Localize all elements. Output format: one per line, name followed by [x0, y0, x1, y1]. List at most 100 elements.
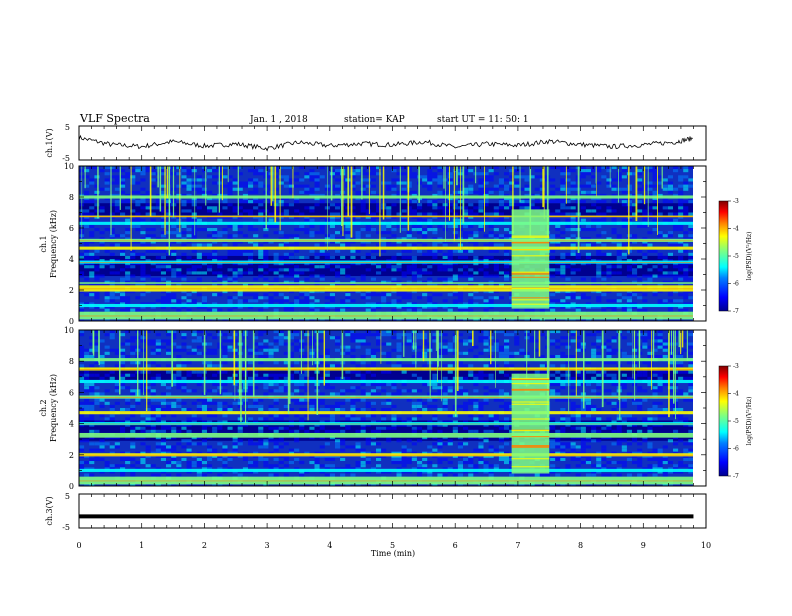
spectrogram-cell	[632, 268, 637, 271]
spectrogram-sferic	[164, 166, 165, 235]
spectrogram-cell	[560, 383, 565, 386]
spectrogram-sferic	[228, 166, 229, 182]
spectrogram-cell	[330, 299, 335, 302]
spectrogram-cell	[228, 234, 233, 237]
spectrogram-cell	[345, 234, 350, 237]
spectrogram-cell	[309, 336, 314, 339]
spectrogram-cell	[151, 399, 156, 402]
spectrogram-cell	[678, 185, 683, 188]
spectrogram-cell	[468, 402, 473, 405]
spectrogram-cell	[565, 219, 570, 222]
spectrogram-cell	[166, 392, 171, 395]
spectrogram-cell	[412, 278, 417, 281]
spectrogram-cell	[642, 374, 647, 377]
spectrogram-cell	[673, 275, 678, 278]
spectrogram-sferic	[97, 166, 99, 219]
spectrogram-cell	[258, 268, 263, 271]
spectrogram-cell	[325, 355, 330, 358]
spectrogram-cell	[253, 169, 258, 172]
spectrogram-cell	[448, 389, 453, 392]
spectrogram-cell	[427, 271, 432, 274]
spectrogram-cell	[294, 346, 299, 349]
spectrogram-cell	[371, 392, 376, 395]
spectrogram-cell	[499, 352, 504, 355]
spectrogram-cell	[269, 408, 274, 411]
spectrogram-cell	[504, 250, 509, 253]
spectrogram-cell	[463, 402, 468, 405]
spectrogram-cell	[89, 200, 94, 203]
spectrogram-cell	[294, 371, 299, 374]
spectrogram-cell	[130, 352, 135, 355]
spectrogram-cell	[140, 169, 145, 172]
spectrogram-cell	[468, 213, 473, 216]
spectrogram-cell	[468, 185, 473, 188]
spectrogram-cell	[632, 271, 637, 274]
spectrogram-cell	[248, 268, 253, 271]
spectrogram-cell	[468, 364, 473, 367]
spectrogram-cell	[320, 427, 325, 430]
spectrogram-cell	[642, 253, 647, 256]
spectrogram-cell	[535, 169, 540, 172]
spectrogram-cell	[412, 417, 417, 420]
spectrogram-cell	[688, 296, 693, 299]
spectrogram-cell	[263, 271, 268, 274]
spectrogram-cell	[581, 414, 586, 417]
spectrogram-cell	[586, 182, 591, 185]
spectrogram-cell	[294, 402, 299, 405]
spectrogram-cell	[248, 377, 253, 380]
spectrogram-cell	[238, 271, 243, 274]
spectrogram-cell	[258, 209, 263, 212]
spectrogram-cell	[258, 256, 263, 259]
spectrogram-cell	[683, 377, 688, 380]
spectrogram-cell	[555, 219, 560, 222]
spectrogram-cell	[89, 206, 94, 209]
spectrogram-cell	[345, 427, 350, 430]
spectrogram-cell	[181, 200, 186, 203]
spectrogram-cell	[238, 250, 243, 253]
spectrogram-cell	[642, 219, 647, 222]
spectrogram-cell	[110, 296, 115, 299]
spectrogram-cell	[279, 427, 284, 430]
spectrogram-cell	[622, 203, 627, 206]
spectrogram-cell	[627, 296, 632, 299]
spectrogram-cell	[427, 175, 432, 178]
spectrogram-cell	[274, 430, 279, 433]
spectrogram-cell	[269, 352, 274, 355]
spectrogram-cell	[181, 333, 186, 336]
spectrogram-cell	[320, 250, 325, 253]
spectrogram-sferic	[628, 166, 629, 255]
spectrogram-cell	[504, 427, 509, 430]
spectrogram-cell	[637, 386, 642, 389]
spectrogram-burst-line	[512, 249, 550, 250]
spectrogram-cell	[356, 169, 361, 172]
spectrogram-cell	[560, 399, 565, 402]
spectrogram-cell	[100, 265, 105, 268]
spectrogram-cell	[581, 427, 586, 430]
spectrogram-cell	[340, 256, 345, 259]
spectrogram-cell	[207, 169, 212, 172]
spectrogram-cell	[499, 399, 504, 402]
spectrogram-cell	[258, 265, 263, 268]
spectrogram-cell	[596, 408, 601, 411]
spectrogram-cell	[304, 293, 309, 296]
spectrogram-cell	[612, 339, 617, 342]
spectrogram-cell	[478, 408, 483, 411]
spectrogram-cell	[417, 275, 422, 278]
spectrogram-cell	[489, 244, 494, 247]
spectrogram-cell	[176, 219, 181, 222]
spectrogram-cell	[304, 185, 309, 188]
spectrogram-cell	[161, 271, 166, 274]
spectrogram-cell	[263, 355, 268, 358]
spectrogram-cell	[84, 265, 89, 268]
spectrogram-cell	[120, 278, 125, 281]
spectrogram-cell	[427, 296, 432, 299]
spectrogram-cell	[207, 256, 212, 259]
spectrogram-cell	[637, 209, 642, 212]
spectrogram-cell	[84, 278, 89, 281]
spectrogram-cell	[330, 386, 335, 389]
spectrogram-cell	[402, 182, 407, 185]
spectrogram-cell	[601, 427, 606, 430]
spectrogram-band-core	[79, 316, 693, 317]
spectrogram-cell	[258, 377, 263, 380]
spectrogram-cell	[668, 213, 673, 216]
